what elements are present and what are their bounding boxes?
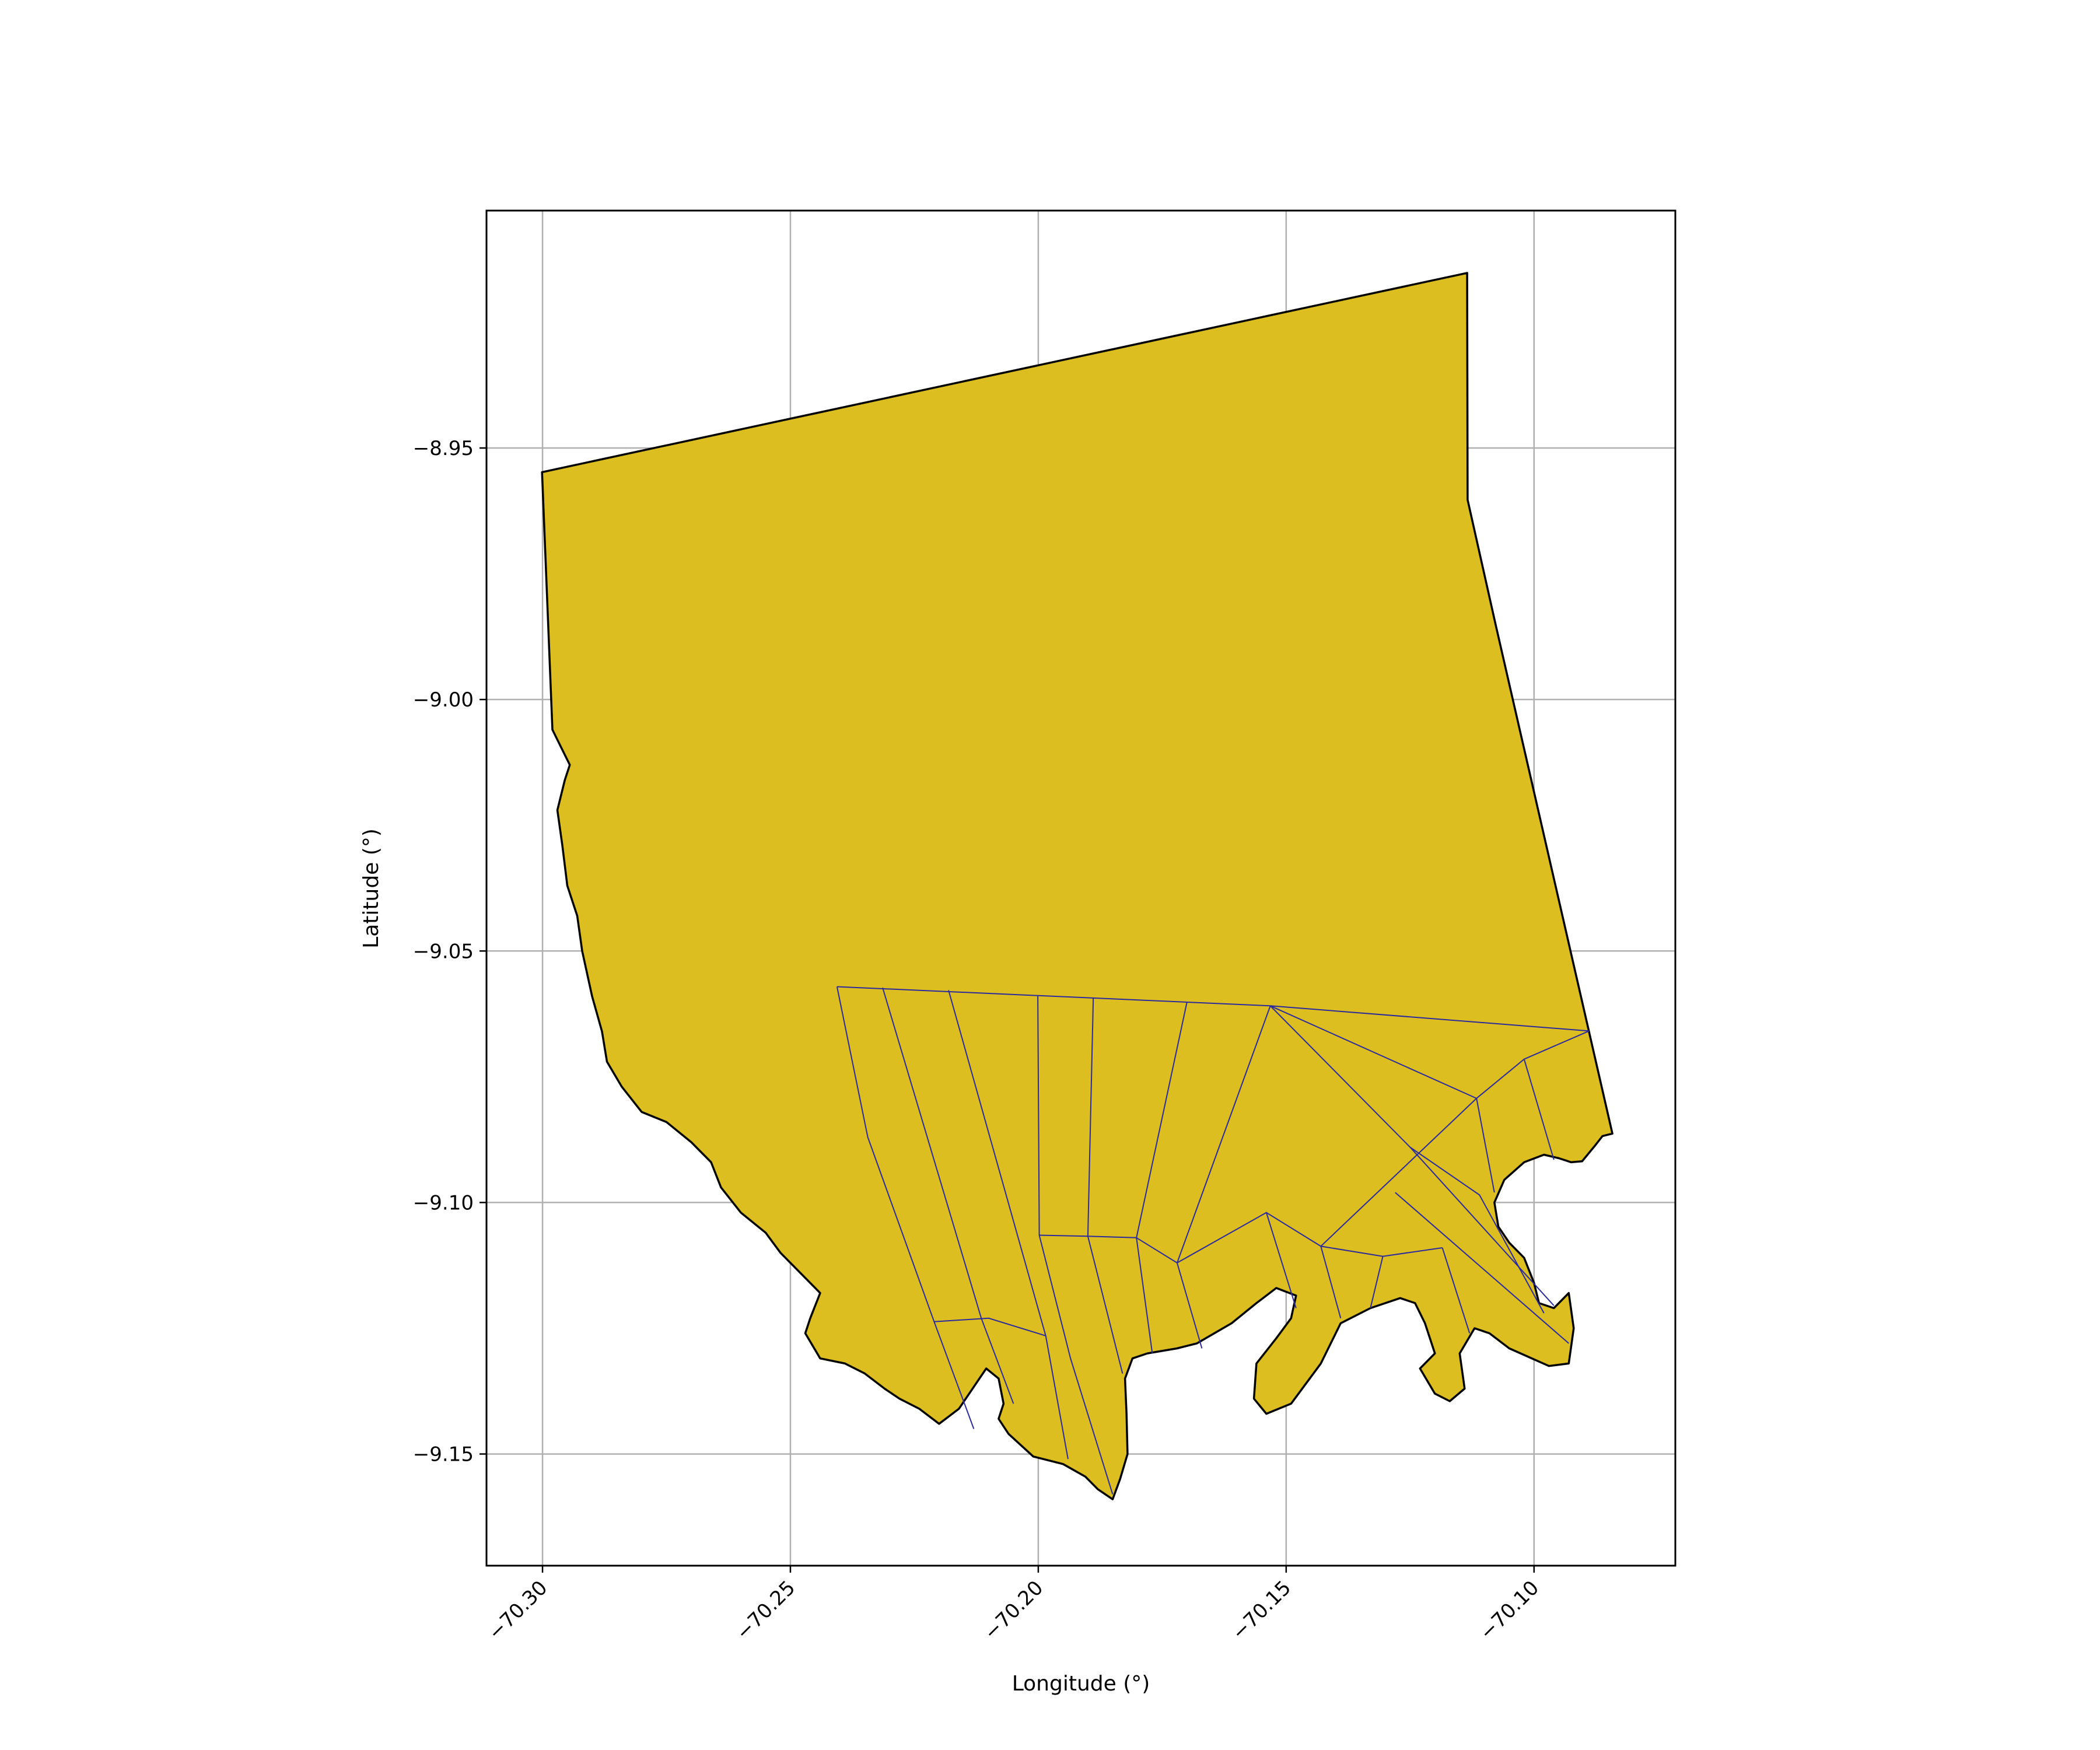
y-tick-label-4: −9.15 [413, 1443, 474, 1466]
subdivision-line-1 [836, 986, 975, 1429]
y-tick-label-2: −9.05 [413, 940, 474, 963]
subdivision-line-19 [1370, 1256, 1384, 1308]
subdivision-line-10 [1136, 1212, 1443, 1264]
region-layer [541, 272, 1614, 1500]
subdivision-line-17 [1409, 1146, 1555, 1306]
subdivision-line-11 [1265, 1212, 1297, 1308]
subdivision-line-4 [934, 1317, 1046, 1336]
subdivision-line-7 [1039, 1234, 1137, 1238]
plot-frame [485, 209, 1676, 1567]
subdivision-line-15 [1476, 1098, 1495, 1193]
subdivision-line-5 [1037, 996, 1114, 1494]
y-axis-ticks: −8.95 −9.00 −9.05 −9.10 −9.15 [413, 437, 487, 1466]
y-tick-label-3: −9.10 [413, 1191, 474, 1214]
subdivision-layer [836, 986, 1590, 1494]
subdivision-line-12 [1269, 1005, 1545, 1314]
y-tick-label-0: −8.95 [413, 437, 474, 460]
region-polygon [541, 272, 1614, 1500]
x-axis-label: Longitude (°) [1012, 1672, 1150, 1696]
y-axis-label: Latitude (°) [359, 828, 383, 949]
subdivision-line-20 [1441, 1247, 1471, 1334]
subdivision-line-13 [1270, 1005, 1478, 1319]
y-tick-label-1: −9.00 [413, 688, 474, 712]
subdivision-line-16 [1523, 1059, 1555, 1160]
subdivision-line-18 [1395, 1192, 1569, 1344]
